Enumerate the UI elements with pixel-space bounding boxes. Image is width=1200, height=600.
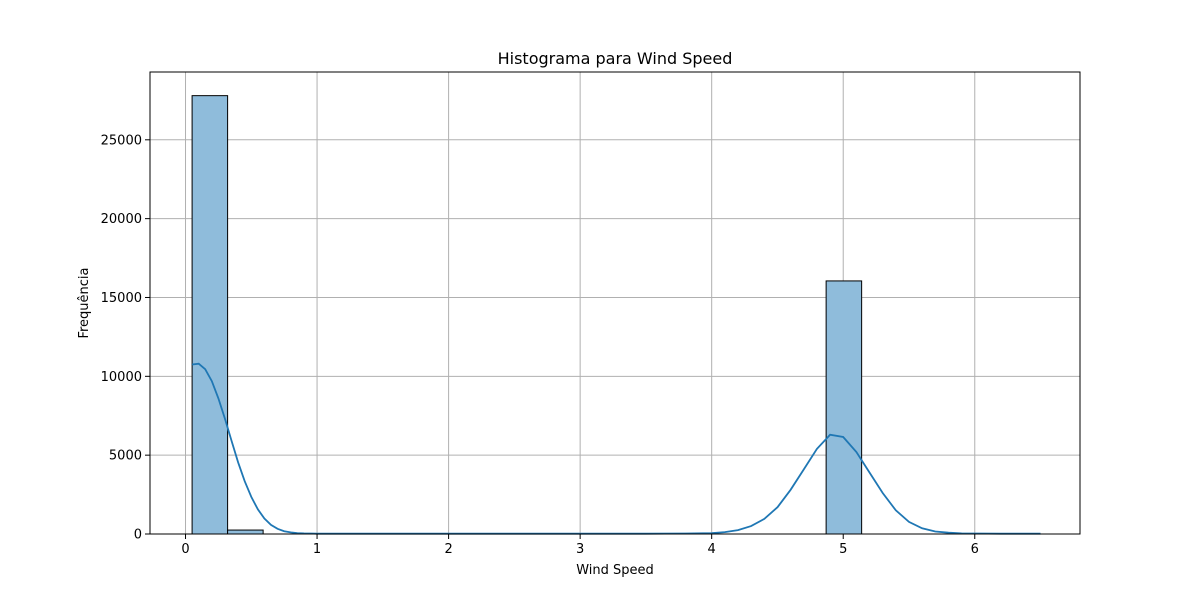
y-tick-label: 20000 (101, 212, 142, 227)
x-tick-label: 1 (313, 542, 321, 557)
y-axis-ticks: 0 5000 10000 15000 20000 25000 (101, 133, 150, 543)
x-axis-title: Wind Speed (576, 563, 654, 578)
x-axis-ticks: 0 1 2 3 4 5 6 (181, 534, 979, 557)
chart-title: Histograma para Wind Speed (498, 49, 733, 68)
histogram-bar (227, 529, 264, 535)
y-axis-title: Frequência (77, 267, 92, 338)
x-tick-label: 4 (708, 542, 716, 557)
plot-area (150, 72, 1080, 534)
y-tick-label: 0 (134, 528, 142, 543)
plot-frame (149, 71, 1081, 535)
x-tick-label: 3 (576, 542, 584, 557)
y-tick-label: 5000 (109, 449, 142, 464)
y-tick-label: 15000 (101, 291, 142, 306)
y-tick-label: 10000 (101, 370, 142, 385)
histogram-bar (191, 95, 229, 535)
x-tick-label: 0 (181, 542, 189, 557)
histogram-bars (191, 95, 863, 535)
x-tick-label: 6 (971, 542, 979, 557)
y-tick-label: 25000 (101, 133, 142, 148)
x-tick-label: 2 (444, 542, 452, 557)
histogram-bar (825, 280, 863, 535)
x-tick-label: 5 (839, 542, 847, 557)
